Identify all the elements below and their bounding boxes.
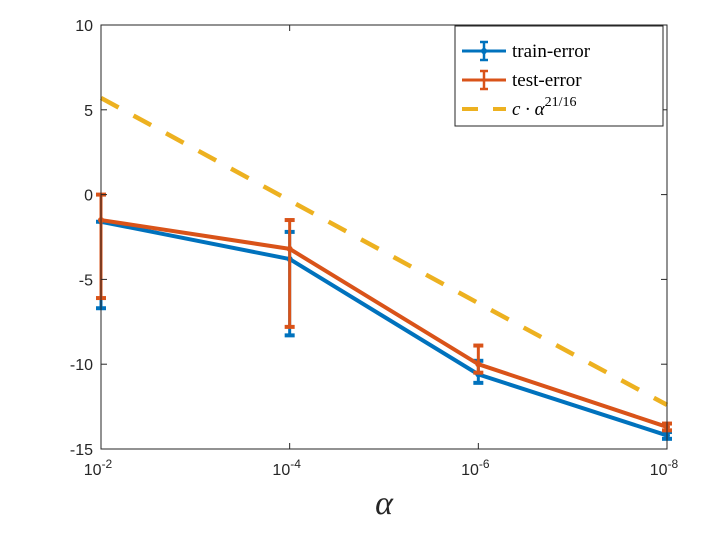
axes-box <box>100 24 668 450</box>
legend-label-test: test-error <box>512 70 582 91</box>
legend-label-fit-main: c · α <box>512 99 546 120</box>
legend-label-fit-sup: 21/16 <box>545 95 577 110</box>
data-point <box>286 245 293 252</box>
legend-box <box>454 25 664 127</box>
series-line <box>100 218 668 429</box>
legend-item-train-error: train-error <box>462 40 591 62</box>
data-point <box>475 361 482 368</box>
legend-item-test-error: test-error <box>462 69 582 91</box>
y-tick-label: -10 <box>70 357 93 374</box>
x-tick-label: 10-2 <box>84 457 113 479</box>
legend-marker-icon <box>481 48 487 54</box>
legend-label-train: train-error <box>512 41 591 62</box>
fit-line <box>99 95 669 407</box>
legend-item-fit: c · α21/16 <box>462 95 577 120</box>
legend: train-error test-error c · α21/16 <box>454 25 664 127</box>
series-2 <box>99 95 669 407</box>
y-tick-label: 0 <box>84 188 93 205</box>
y-tick-label: -5 <box>79 272 93 289</box>
series-line <box>100 219 668 438</box>
legend-label-fit: c · α21/16 <box>512 95 577 120</box>
x-axis-label: α <box>375 485 394 522</box>
y-tick-label: 10 <box>75 18 93 35</box>
y-tick-label: 5 <box>84 103 93 120</box>
x-tick-label: 10-4 <box>272 457 301 479</box>
y-tick-label: -15 <box>70 442 93 459</box>
x-tick-label: 10-6 <box>461 457 490 479</box>
x-tick-label: 10-8 <box>650 457 679 479</box>
